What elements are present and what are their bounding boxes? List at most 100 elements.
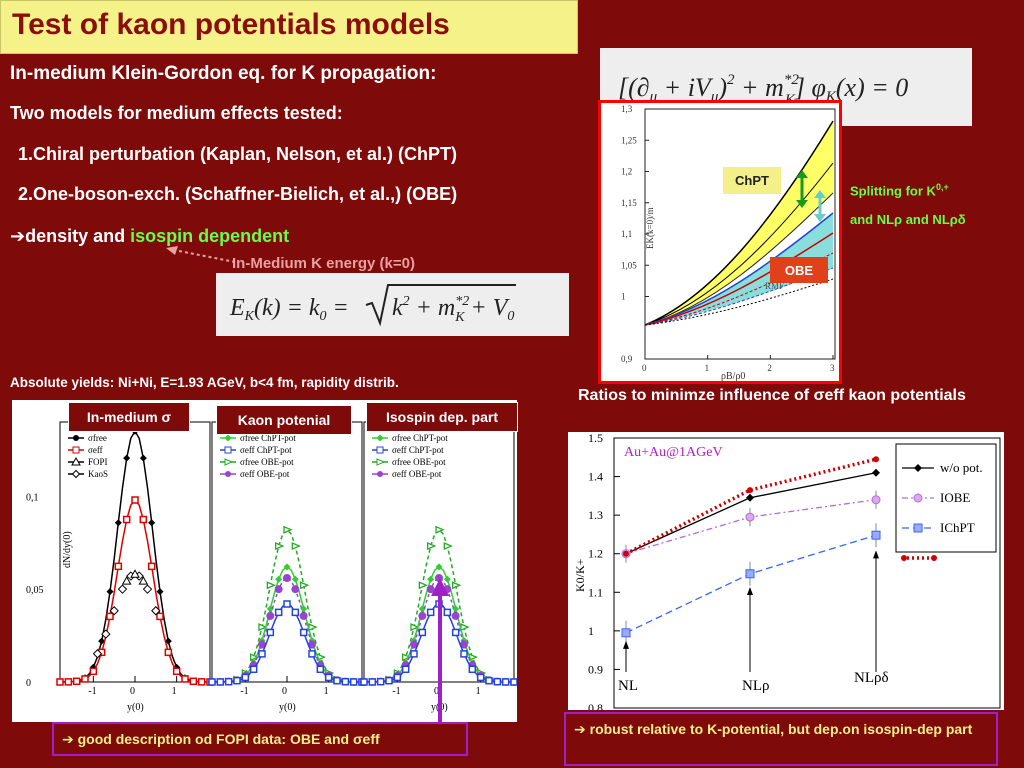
ratio-point-red [623,550,629,557]
ratios-label: Ratios to minimze influence of σeff kaon… [578,387,966,404]
yield-legend-marker [224,446,232,454]
ratio-ytick-label: 1.3 [588,508,603,522]
yield-xtick-label: 1 [324,686,329,697]
svg-text:EK(k) = k0 =: EK(k) = k0 = [229,295,349,324]
sigma-eff-point [197,678,206,686]
sigma-eff-point [164,648,173,657]
sigma-eff-point [189,677,198,686]
sigma-eff-chpt-point [216,678,225,686]
yield-legend-label: σfree OBE-pot [240,457,294,467]
ratio-pointer-head [873,550,879,559]
ratio-legend-label: IOBE [940,490,970,505]
ratio-chart: Au+Au@1AGeV K0/K+ 0.8 0.9 1 1.1 1.2 1.3 1.4 1.5… [568,431,1004,715]
yield-legend-marker [71,456,81,466]
ratio-legend-marker [913,493,923,503]
sigma-eff-chpt-point [349,678,358,686]
ratio-category-label: NLρδ [854,670,889,686]
yield-legend-label: σfree OBE-pot [392,457,446,467]
sigma-eff-point [139,515,148,524]
model-item-chpt: 1.Chiral perturbation (Kaplan, Nelson, e… [18,144,458,164]
yield-xtick-label: 0 [282,686,287,697]
ratio-point-ichpt [871,530,881,540]
sigma-eff-point [131,496,139,504]
yield-ytick-label: 0,05 [26,585,44,596]
energy-ytick-label: 1,05 [621,260,637,270]
yield-ytick-label: 0,1 [26,492,39,503]
yield-xtick-label: -1 [88,686,96,697]
sigma-eff-chpt-point [208,678,216,686]
yield-legend-label: σfree ChPT-pot [240,433,296,443]
slide-title: Test of kaon potentials models [12,8,450,41]
sigma-eff-chpt-point [451,628,460,637]
ratio-legend-marker [913,523,923,533]
yield-xtick-label: 1 [172,686,177,697]
title-banner [0,0,578,54]
sigma-eff-point [81,675,89,683]
sigma-eff-obe-point [410,640,418,649]
yield-legend-marker [376,434,384,442]
ratio-legend-marker [914,464,922,472]
yield-xtick-label: -1 [240,686,248,697]
sigma-free-point [148,519,156,527]
sigma-eff-chpt-point [316,665,325,674]
ratio-point-ichpt [621,628,631,638]
sigma-eff-obe-point [274,585,283,594]
kaos-point [109,606,119,616]
kaos-point [101,629,111,639]
sigma-eff-chpt-line [212,603,362,683]
ratio-ytick-label: 0.8 [588,701,603,710]
ratio-ytick-label: 1.1 [588,585,603,599]
kg-intro-text: In-medium Klein-Gordon eq. for K propaga… [10,63,437,84]
ratio-point-red [747,487,753,494]
obe-tag: OBE [770,257,828,283]
sigma-eff-chpt-point [266,628,275,637]
ratio-category-label: NLρ [742,678,769,694]
kaon-energy-equation: EK(k) = k0 = √(k² + m*²K) + V0 EK(k) = k… [216,273,569,336]
energy-xlabel: ρB/ρ0 [721,371,745,381]
sigma-free-obe-point [427,542,437,551]
isospin-text: isospin dependent [130,226,290,246]
sigma-eff-chpt-point [460,650,468,658]
sigma-eff-point [147,562,156,571]
sigma-eff-chpt-point [501,678,510,686]
sigma-free-chpt-point [435,563,443,571]
energy-ytick-label: 1,15 [621,198,637,208]
yield-xtick-label: 1 [476,686,481,697]
sigma-eff-obe-point [418,611,427,620]
fopi-point [138,576,149,585]
sigma-eff-chpt-point [341,677,350,686]
yield-ytick-label: 0 [26,678,31,689]
sigma-free-point [114,519,122,527]
sigma-free-obe-point [258,623,268,632]
sigma-eff-line [59,498,211,683]
sigma-eff-chpt-point [443,608,452,617]
ratio-ytick-label: 1.5 [588,432,603,445]
sigma-eff-point [56,678,64,686]
sigma-free-chpt-point [275,575,283,583]
sigma-free-obe-point [275,542,285,551]
sigma-eff-point [181,675,189,683]
kaos-point [117,584,128,594]
robust-description-box: ➔ robust relative to K-potential, but de… [564,712,998,766]
sigma-eff-point [72,677,81,686]
sigma-free-obe-point [300,581,310,590]
ratio-point-wo-pot [872,468,880,477]
sigma-free-chpt-point [283,563,291,571]
energy-xtick-label: 2 [767,363,772,373]
energy-ylabel: EK(k=0)/m [645,207,655,249]
sigma-eff-obe-point [299,611,308,620]
sigma-free-obe-point [460,623,470,632]
fopi-point [121,576,132,585]
sigma-eff-point [64,678,73,686]
energy-xtick-label: 3 [830,363,835,373]
sigma-free-chpt-line [212,565,362,683]
energy-xtick-label: 0 [642,363,647,373]
density-text: density and [25,226,131,246]
sigma-eff-chpt-point [249,665,258,674]
yield-ylabel: dN/dy(0) [62,531,73,568]
panel-label-kaon-potential: Kaon potenial [216,405,352,435]
sigma-eff-obe-point [460,640,468,649]
sigma-free-chpt-point [452,605,460,613]
ratio-legend-marker [931,555,937,561]
sigma-free-obe-point [250,653,260,662]
